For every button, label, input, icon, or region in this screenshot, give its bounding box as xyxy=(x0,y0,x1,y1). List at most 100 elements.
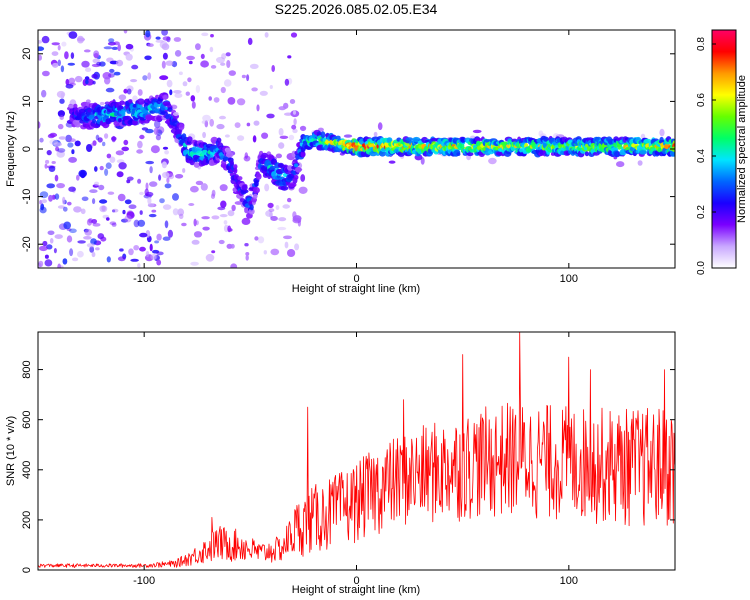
spectrogram-cell xyxy=(278,106,287,111)
spectrogram-cell xyxy=(193,218,197,227)
spectrogram-cell xyxy=(231,204,236,212)
spectrogram-cell xyxy=(68,31,78,39)
spectrogram-cell xyxy=(58,265,64,268)
spectrogram-cell xyxy=(188,203,195,206)
spectrogram-cell xyxy=(133,219,140,228)
spectrogram-cell xyxy=(145,250,150,258)
spectrogram-cell xyxy=(292,215,302,222)
spectrogram-cell xyxy=(268,208,275,213)
spectrogram-cell xyxy=(263,250,267,255)
y-tick-label: 600 xyxy=(21,411,33,429)
spectrogram-cell xyxy=(159,75,169,81)
spectrogram-cell xyxy=(270,248,280,256)
spectrogram-cell xyxy=(48,165,56,172)
spectrogram-cell xyxy=(264,32,269,38)
spectrogram-cell xyxy=(488,157,497,165)
spectrogram-cell xyxy=(122,209,126,215)
spectrogram-cell xyxy=(153,127,159,135)
spectrogram-cell xyxy=(158,174,162,181)
spectrogram-cell xyxy=(121,218,128,223)
spectrogram-cell xyxy=(118,94,127,101)
spectrogram-cell xyxy=(139,191,144,196)
spectrogram-cell xyxy=(145,160,154,165)
spectrogram-cell xyxy=(300,151,306,158)
spectrogram-cell xyxy=(244,243,249,247)
spectrogram-cell xyxy=(46,150,52,156)
spectrogram-cell xyxy=(616,161,625,168)
spectrogram-cell xyxy=(386,137,393,144)
spectrogram-cell xyxy=(230,263,238,268)
spectrogram-cell xyxy=(245,252,250,256)
spectrogram-cell xyxy=(151,209,157,213)
colorbar-gradient xyxy=(711,29,737,269)
spectrogram-cell xyxy=(77,240,86,244)
spectrogram-cell xyxy=(377,122,383,131)
spectrogram-cell xyxy=(83,49,91,53)
spectrogram-cell xyxy=(257,236,265,244)
spectrogram-cell xyxy=(201,216,210,220)
spectrogram-cell xyxy=(126,88,132,95)
spectrogram-cell xyxy=(162,146,169,150)
spectrogram-cell xyxy=(81,196,89,202)
spectrogram-cell xyxy=(162,171,170,179)
spectrogram-cell xyxy=(164,220,169,229)
spectrogram-cell xyxy=(294,243,300,251)
spectrogram-cell xyxy=(249,204,254,211)
spectrogram-cell xyxy=(99,165,104,171)
spectrogram-cell xyxy=(234,201,243,205)
spectrogram-cell xyxy=(111,46,119,51)
spectrogram-cell xyxy=(181,222,187,227)
spectrogram-cell xyxy=(287,55,292,59)
spectrogram-cell xyxy=(41,199,47,204)
spectrogram-cell xyxy=(320,131,326,139)
spectrogram-cell xyxy=(51,42,60,46)
spectrogram-cell xyxy=(102,141,106,147)
spectrogram-cell xyxy=(44,259,53,267)
spectrogram-cell xyxy=(119,100,125,105)
spectrogram-cell xyxy=(543,136,549,142)
spectrogram-cell xyxy=(74,75,83,83)
spectrogram-cell xyxy=(63,221,71,230)
spectrogram-cell xyxy=(278,217,287,222)
spectrogram-cell xyxy=(259,90,268,96)
spectrogram-cell xyxy=(167,229,173,238)
spectrogram-cell xyxy=(94,166,98,172)
spectrogram-cell xyxy=(405,137,414,141)
spectrogram-cell xyxy=(643,138,652,144)
spectrogram-cell xyxy=(142,75,148,81)
spectrogram-cell xyxy=(56,183,65,189)
spectrogram-cell xyxy=(91,219,98,224)
colorbar-tick-label: 0.8 xyxy=(696,37,707,51)
spectrogram-cell xyxy=(123,139,129,146)
spectrogram-heat-layer xyxy=(38,30,675,268)
spectrogram-cell xyxy=(299,126,306,130)
spectrogram-cell xyxy=(159,41,168,49)
spectrogram-cell xyxy=(68,77,76,85)
spectrogram-cell xyxy=(155,36,161,40)
spectrogram-cell xyxy=(287,249,296,257)
spectrogram-cell xyxy=(227,228,233,232)
spectrogram-cell xyxy=(659,128,665,137)
spectrogram-cell xyxy=(45,159,50,164)
spectrogram-cell xyxy=(130,79,138,83)
spectrogram-cell xyxy=(159,198,165,204)
spectrogram-cell xyxy=(41,89,47,98)
spectrogram-cell xyxy=(131,64,139,70)
spectrogram-cell xyxy=(218,239,225,245)
spectrogram-cell xyxy=(104,76,111,85)
spectrogram-cell xyxy=(216,137,222,144)
x-tick-label: 100 xyxy=(560,575,578,587)
spectrogram-cell xyxy=(292,128,298,134)
spectrogram-cell xyxy=(269,165,276,172)
spectrogram-cell xyxy=(195,180,204,186)
spectrogram-cell xyxy=(191,101,196,109)
spectrogram-cell xyxy=(53,248,57,254)
spectrogram-cell xyxy=(233,167,238,174)
spectrogram-cell xyxy=(66,235,73,243)
spectrogram-cell xyxy=(166,79,173,88)
spectrogram-cell xyxy=(156,116,163,121)
spectrogram-cell xyxy=(155,134,161,141)
spectrogram-cell xyxy=(91,73,98,79)
spectrogram-cell xyxy=(252,186,260,194)
